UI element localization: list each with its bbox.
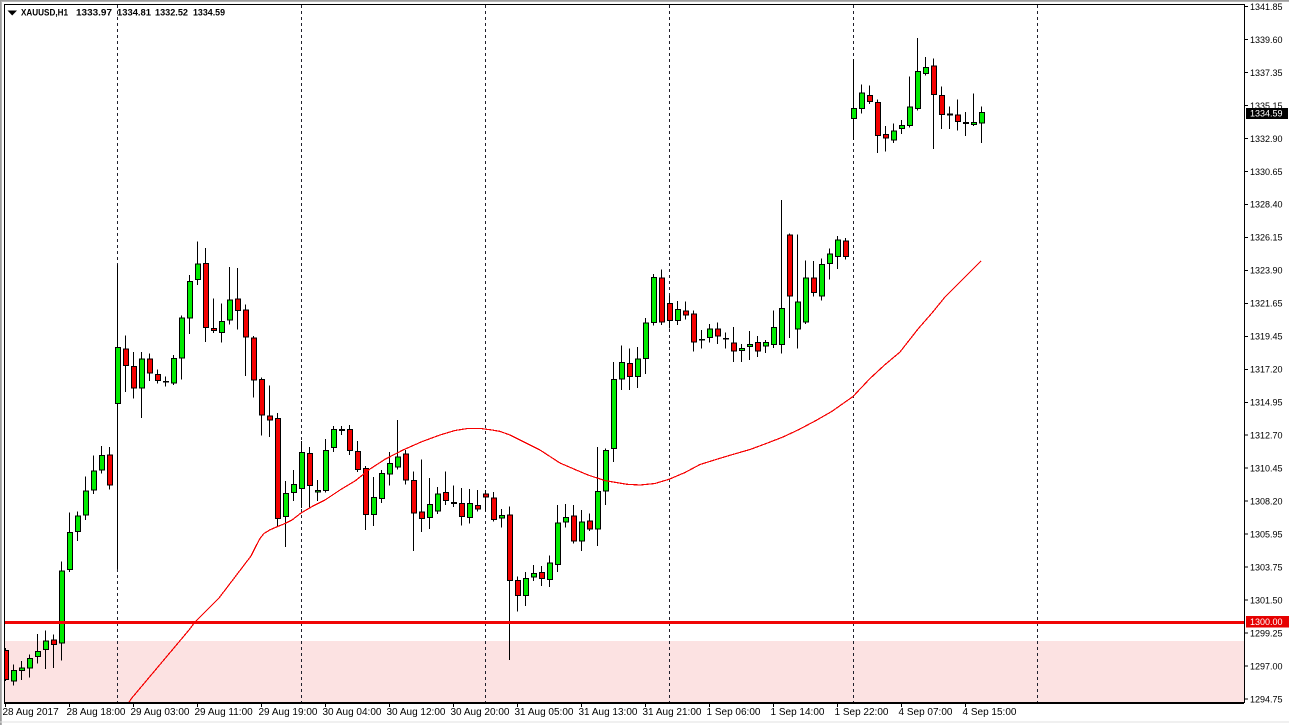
svg-text:31 Aug 13:00: 31 Aug 13:00 [579, 707, 638, 718]
svg-text:28 Aug 18:00: 28 Aug 18:00 [67, 707, 126, 718]
svg-text:1334.59: 1334.59 [1250, 109, 1283, 119]
svg-text:1314.95: 1314.95 [1250, 398, 1283, 408]
svg-text:29 Aug 03:00: 29 Aug 03:00 [131, 707, 190, 718]
svg-text:1301.50: 1301.50 [1250, 595, 1283, 605]
svg-text:1328.40: 1328.40 [1250, 200, 1283, 210]
svg-text:1 Sep 22:00: 1 Sep 22:00 [835, 707, 889, 718]
svg-text:1 Sep 14:00: 1 Sep 14:00 [771, 707, 825, 718]
svg-text:1333.97: 1333.97 [76, 8, 112, 19]
svg-text:29 Aug 19:00: 29 Aug 19:00 [259, 707, 318, 718]
svg-text:1300.00: 1300.00 [1250, 617, 1283, 627]
svg-text:1310.45: 1310.45 [1250, 463, 1283, 473]
svg-text:1317.20: 1317.20 [1250, 365, 1283, 375]
svg-text:1339.60: 1339.60 [1250, 35, 1283, 45]
svg-text:1303.75: 1303.75 [1250, 562, 1283, 572]
svg-text:1294.75: 1294.75 [1250, 694, 1283, 704]
svg-text:1332.90: 1332.90 [1250, 134, 1283, 144]
svg-text:1 Sep 06:00: 1 Sep 06:00 [707, 707, 761, 718]
svg-text:1305.95: 1305.95 [1250, 529, 1283, 539]
svg-text:1334.59: 1334.59 [193, 8, 225, 19]
svg-text:1326.15: 1326.15 [1250, 233, 1283, 243]
svg-text:31 Aug 05:00: 31 Aug 05:00 [515, 707, 574, 718]
svg-text:1297.00: 1297.00 [1250, 661, 1283, 671]
svg-text:1308.20: 1308.20 [1250, 496, 1283, 506]
svg-text:30 Aug 12:00: 30 Aug 12:00 [387, 707, 446, 718]
svg-text:1321.65: 1321.65 [1250, 299, 1283, 309]
svg-text:XAUUSD,H1: XAUUSD,H1 [21, 8, 69, 19]
svg-text:1335.15: 1335.15 [1250, 101, 1283, 111]
svg-text:29 Aug 11:00: 29 Aug 11:00 [195, 707, 254, 718]
svg-text:1312.70: 1312.70 [1250, 431, 1283, 441]
svg-text:4 Sep 07:00: 4 Sep 07:00 [899, 707, 953, 718]
svg-text:30 Aug 04:00: 30 Aug 04:00 [323, 707, 382, 718]
svg-text:1330.65: 1330.65 [1250, 167, 1283, 177]
svg-text:1323.90: 1323.90 [1250, 266, 1283, 276]
svg-text:1334.81: 1334.81 [117, 8, 152, 19]
svg-text:1332.52: 1332.52 [155, 8, 188, 19]
svg-text:31 Aug 21:00: 31 Aug 21:00 [643, 707, 702, 718]
svg-text:1319.45: 1319.45 [1250, 332, 1283, 342]
svg-text:1341.85: 1341.85 [1250, 2, 1283, 12]
svg-text:1337.35: 1337.35 [1250, 68, 1283, 78]
svg-text:28 Aug 2017: 28 Aug 2017 [3, 707, 60, 718]
svg-text:1299.25: 1299.25 [1250, 628, 1283, 638]
svg-text:30 Aug 20:00: 30 Aug 20:00 [451, 707, 510, 718]
svg-text:4 Sep 15:00: 4 Sep 15:00 [963, 707, 1017, 718]
